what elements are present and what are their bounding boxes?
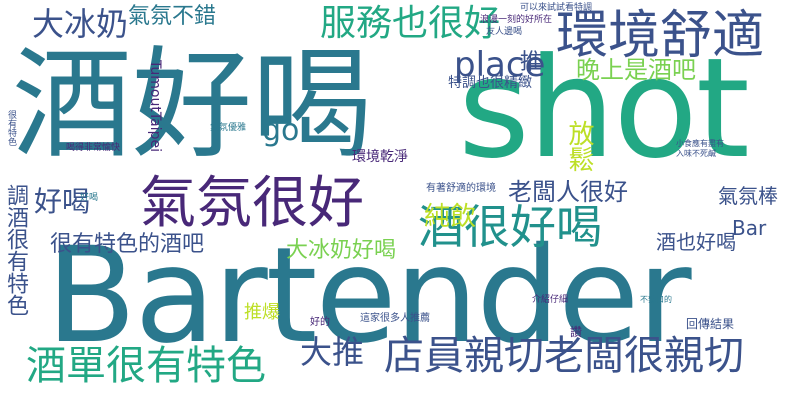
- word-huanjing-ganjing: 環境乾淨: [352, 149, 408, 165]
- word-filler-3: 有著舒適的環境: [426, 183, 496, 194]
- word-shot: shot: [458, 28, 750, 189]
- word-filler-2: 浪漫一刻的好所在: [480, 15, 553, 25]
- word-filler-7: 這家很多人推薦: [360, 313, 430, 324]
- word-zan: 讚: [570, 325, 583, 339]
- word-place: place: [454, 45, 546, 85]
- word-filler-13: 喝得非常愉快: [66, 143, 121, 153]
- word-bar: Bar: [732, 216, 767, 240]
- word-chunyin: 純飲: [424, 202, 477, 232]
- word-qifen-bucuo: 氣氛不錯: [128, 4, 217, 29]
- word-laoban: 老闆人很好: [508, 178, 628, 206]
- word-jiu-hao-he: 酒好喝: [12, 36, 372, 175]
- word-tui: 推: [520, 50, 543, 75]
- word-dabingnai: 大冰奶: [32, 5, 129, 43]
- word-dabingnai-haohe: 大冰奶好喝: [286, 238, 397, 263]
- word-go: go: [262, 113, 300, 148]
- word-tuibao: 推爆: [244, 302, 280, 323]
- word-qifen-henhao: 氣氛很好: [140, 171, 364, 236]
- word-datui: 大推: [300, 333, 365, 371]
- word-filler-5: 友人邊喝: [486, 27, 523, 37]
- word-filler-10: 入味不死鹹: [676, 149, 716, 158]
- word-tiaojiu: 調酒很有特色: [3, 184, 28, 316]
- word-fangsong: 放鬆: [564, 120, 594, 172]
- word-huichuan: 回傳結果: [686, 317, 735, 331]
- word-fuwu: 服務也很好: [320, 3, 501, 44]
- word-qifen-bang: 氣氛棒: [718, 184, 778, 208]
- word-jiudan: 酒單很有特色: [26, 343, 266, 389]
- word-jiu-ye-haohe: 酒也好喝: [656, 230, 736, 254]
- word-filler-8: 不辣口的: [640, 295, 672, 304]
- word-tediao: 特調也很精緻: [448, 75, 532, 91]
- word-tese-jiuba: 很有特色的酒吧: [50, 232, 205, 257]
- word-wanshang: 晚上是酒吧: [576, 56, 696, 84]
- word-huanjing: 環境舒適: [556, 6, 765, 66]
- word-filler-6: 好的: [310, 317, 330, 328]
- word-filler-12: 很有特色: [6, 110, 16, 146]
- word-haohe-1: 好喝: [34, 185, 91, 218]
- word-filler-14: 好喝: [80, 193, 99, 203]
- word-bartender: Bartender: [46, 219, 692, 373]
- word-dianyuan: 店員親切老闆很親切: [384, 333, 744, 379]
- word-filler-1: 可以來試試看特調: [520, 3, 593, 13]
- word-filler-4: 氣氛優雅: [210, 123, 247, 133]
- word-filler-11: 小食應有盡有: [676, 139, 724, 148]
- word-tumouttaipei: TumoutTaipei: [147, 60, 163, 152]
- word-filler-9: 介紹仔細: [532, 295, 569, 305]
- word-jiu-henhaohe: 酒很好喝: [418, 200, 602, 254]
